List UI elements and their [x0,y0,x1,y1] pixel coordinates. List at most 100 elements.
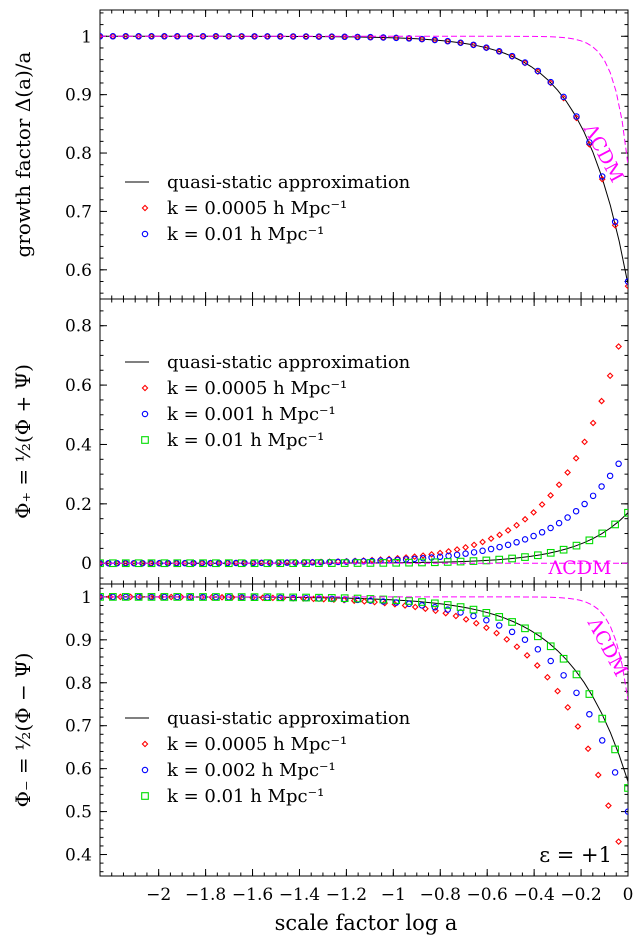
series-middle-3-point [315,559,323,567]
legend-marker [141,230,149,238]
panel-middle: 0 0.2 0.4 0.6 0.8 Φ₊ = ½(Φ + Ψ) ΛCDM quasi-stat… [11,298,629,585]
series-middle-1-point [581,438,588,446]
series-top-0-line [100,35,628,285]
series-bottom-2-point [624,808,628,815]
series-middle-3-point [405,558,413,567]
y-axis-label-top: growth factor Δ(a)/a [11,51,35,257]
series-bottom-3-point [456,603,465,611]
series-middle-1-point [572,454,580,462]
series-bottom-2-point [431,604,439,611]
series-middle-3-point [469,557,478,565]
series-middle-3-point [430,558,439,567]
series-top-2-point [354,33,361,41]
series-bottom-3-point [469,605,478,614]
series-bottom-1-point [605,802,612,810]
y-tick-label-top: 0.6 [65,261,92,281]
x-tick-label: 0 [623,885,634,905]
y-axis-label-middle: Φ₊ = ½(Φ + Ψ) [11,364,35,519]
series-top-2-point [341,33,348,41]
series-top-2-point [560,93,567,101]
legend-marker [141,766,149,774]
series-middle-2-point [479,547,486,555]
series-bottom-3-point [534,632,542,641]
series-bottom-2-point [470,612,477,620]
series-bottom-1-point [523,651,531,659]
series-top-2-point [547,78,554,86]
series-bottom-1-point [483,624,490,632]
series-bottom-2-point [457,609,464,616]
series-top-2-point [624,278,628,285]
series-top-2-point [611,218,619,225]
series-bottom-1-point [411,603,419,611]
annotation-lcdm-top: ΛCDM [578,119,627,186]
series-bottom-1-point [350,597,358,605]
series-middle-3-point [508,554,516,563]
legend-marker [141,204,149,212]
annotation-lcdm-middle: ΛCDM [548,557,612,579]
legend-marker [141,384,149,392]
series-middle-3-point [534,551,542,560]
series-top-1-point [573,114,580,122]
series-top-1-point [547,79,555,87]
x-tick-label: −1.8 [185,885,226,905]
series-middle-2-point [538,529,546,536]
corner-label: ε = +1 [539,843,612,867]
series-top-2-point [444,37,451,45]
series-middle-2-point [615,460,622,468]
series-bottom-3-point [315,593,323,602]
series-middle-1-point [555,481,563,489]
x-tick-label: −0.6 [467,885,508,905]
series-middle-1-point [487,535,495,543]
series-bottom-1-point [106,593,114,601]
series-middle-1-point [598,397,605,405]
series-bottom-3-point [340,594,349,603]
series-middle-1-point [538,501,546,508]
series-middle-1-point [496,531,503,539]
series-middle-1-point [547,491,554,499]
y-tick-label-bottom: 0.7 [65,717,92,737]
series-bottom-2-point [586,710,593,718]
series-bottom-3-point [572,670,581,679]
series-middle-3-point [611,520,619,529]
x-axis-label: scale factor log a [275,911,458,935]
y-tick-label-middle: 0.8 [65,317,92,337]
plot-frame-top [99,9,629,300]
series-middle-2-point [521,536,529,543]
series-bottom-3-point [508,618,516,626]
series-bottom-3-point [482,609,491,617]
series-bottom-1-point [167,593,175,601]
series-middle-3-point [572,541,581,550]
series-bottom-1-point [584,745,592,753]
series-bottom-3-point [302,593,310,602]
legend-label: k = 0.002 h Mpc⁻¹ [167,760,336,781]
series-middle-2-point [530,532,537,540]
plot-frame-bottom [99,583,629,877]
series-middle-1-point [615,343,622,350]
x-tick-label: −1 [381,885,406,905]
y-tick-label-middle: 0 [81,554,92,574]
series-bottom-1-point [513,643,521,651]
series-top-2-point [573,113,580,120]
series-bottom-2-point [598,737,606,744]
series-top-2-point [586,139,593,146]
series-bottom-3-point [289,593,298,602]
series-bottom-3-point [392,596,401,604]
series-middle-1-point [470,541,478,549]
series-bottom-3-point [224,593,233,601]
x-tick-label: −0.4 [513,885,554,905]
series-top-2-point [508,52,516,60]
series-bottom-2-point [573,689,580,697]
series-middle-2-point [453,551,461,559]
series-bottom-3-point [559,654,568,663]
series-top-1-point [560,94,567,102]
series-middle-3-point [482,556,491,565]
series-bottom-3-point [598,714,607,723]
series-middle-2-point [547,524,554,532]
series-group-bottom [100,593,628,846]
x-tick-label: −1.2 [326,885,367,905]
legend-middle: quasi-static approximation k = 0.0005 h M… [125,352,411,451]
series-middle-1-point [513,521,520,529]
legend-label: k = 0.01 h Mpc⁻¹ [167,786,324,807]
series-middle-1-point [564,469,571,476]
